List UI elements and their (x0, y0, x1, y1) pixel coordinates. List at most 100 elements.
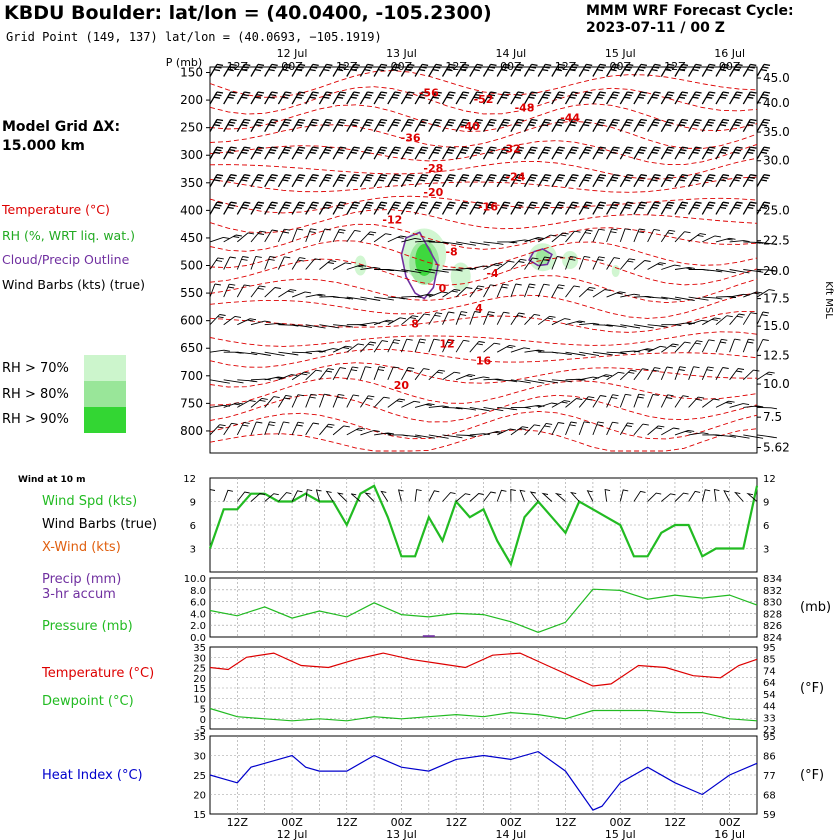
wind-barb-286 (756, 241, 777, 246)
legend-pressure: Pressure (mb) (42, 619, 133, 634)
wind-barb-67 (564, 91, 579, 105)
wind-barb-495 (250, 397, 268, 408)
wind-barb-167 (250, 174, 265, 188)
wind-barb-421 (360, 341, 377, 353)
wind-barb-545 (374, 432, 394, 436)
wind-barb-72 (633, 91, 648, 105)
wind-barb-279 (660, 229, 676, 243)
isotherm-line-10 (209, 240, 758, 269)
wind-barb-91 (332, 118, 347, 133)
wind-barb-317 (619, 258, 636, 270)
wind-barb-215 (346, 201, 360, 215)
wind-barb-391 (510, 312, 525, 325)
top-date-label-0: 12 Jul (277, 47, 308, 60)
wind-barb-535 (236, 421, 250, 436)
wind-barb-196 (647, 174, 661, 188)
wind-left-tick-2: 9 (190, 498, 196, 509)
wind10-barb-114 (723, 490, 731, 502)
wind-barb-203 (742, 174, 757, 188)
wind-barb-398 (606, 324, 627, 328)
wind-barb-179 (414, 174, 429, 188)
wind-barb-264 (456, 241, 476, 246)
wind-barb-125 (236, 146, 251, 160)
wind-barb-312 (551, 256, 564, 270)
wind-barb-226 (496, 201, 511, 215)
wind-barb-474 (524, 379, 545, 384)
rh-shading-8 (611, 265, 620, 278)
wind-barb-560 (578, 421, 591, 436)
wind-barb-94 (373, 118, 388, 133)
wind-barb-423 (387, 339, 401, 353)
wind-barb-356 (592, 289, 611, 298)
wind-barb-572 (743, 434, 764, 439)
wind-barb-267 (497, 241, 518, 244)
wind-barb-205 (209, 201, 224, 215)
wind-barb-507 (414, 403, 435, 408)
wind-barb-358 (620, 293, 641, 298)
wind-barb-124 (223, 146, 237, 160)
wind-barb-85 (250, 118, 265, 133)
pressure-tick-label-12: 750 (180, 396, 203, 410)
temp-left-tick-1: 0 (200, 715, 206, 726)
wind-barb-122 (756, 118, 771, 133)
wind10-barb-93 (633, 490, 646, 502)
wind-barb-504 (373, 396, 390, 408)
wind-barb-485 (674, 366, 686, 380)
top-time-tick-label-5: 00Z (500, 60, 522, 73)
wind-barb-571 (729, 434, 750, 439)
wind-barb-404 (688, 319, 708, 326)
wind-barb-24 (537, 63, 552, 77)
wind-barb-387 (455, 311, 468, 325)
isotherm-line-7 (209, 195, 758, 214)
wind-speed-line (208, 484, 759, 567)
wind-barb-405 (702, 317, 721, 326)
isotherm-line-5 (209, 157, 758, 180)
wind-barb-496 (264, 396, 280, 408)
wind-barb-151 (592, 146, 607, 160)
wind-barb-324 (715, 269, 736, 274)
wind10-barb-72 (529, 491, 539, 502)
wind-barb-54 (387, 91, 401, 105)
wind-barb-521 (606, 394, 619, 408)
temp-left-tick-0: -5 (196, 725, 206, 736)
wind-barb-415 (278, 351, 299, 356)
isotherm-label-7: -28 (423, 162, 443, 175)
wind-barb-58 (441, 91, 456, 105)
wind-barb-29 (606, 63, 620, 77)
wind-barb-461 (346, 366, 359, 380)
wind-barb-223 (455, 201, 470, 215)
wind10-barb-84 (586, 490, 594, 502)
wind10-barb-54 (455, 493, 471, 502)
wind-barb-49 (318, 91, 333, 105)
wind-barb-110 (592, 118, 607, 133)
wind-barb-168 (264, 174, 278, 188)
wind-barb-1 (223, 63, 237, 77)
wind-barb-175 (359, 174, 374, 188)
wind-barb-469 (455, 374, 476, 381)
wind-barb-133 (346, 146, 360, 160)
wind-barb-120 (729, 118, 743, 133)
wind-barb-46 (277, 91, 292, 105)
wind-barb-381 (373, 319, 394, 326)
wind-barb-192 (592, 174, 607, 188)
wind-barb-386 (442, 311, 455, 325)
wind-barb-169 (277, 174, 292, 188)
isotherm-line-19 (209, 394, 758, 423)
wind-barb-494 (237, 400, 256, 408)
wind-barb-164 (209, 174, 224, 188)
heat-left-tick-4: 35 (193, 732, 206, 743)
wind-barb-77 (701, 91, 716, 105)
wind-barb-292 (277, 256, 291, 270)
wind-barb-225 (482, 201, 497, 215)
temp-left-tick-7: 30 (193, 653, 206, 664)
wind-barb-541 (319, 423, 335, 436)
wind-right-tick-2: 9 (763, 498, 769, 509)
legend-rh90-label: RH > 90% (2, 412, 69, 427)
heat-right-tick-2: 77 (763, 771, 776, 782)
wind-barb-13 (387, 63, 401, 77)
height-tick-label-10: 10.0 (763, 377, 790, 391)
heat-left-tick-1: 20 (193, 791, 206, 802)
wind-barb-348 (483, 284, 497, 298)
wind-barb-570 (715, 434, 736, 438)
forecast-cycle: MMM WRF Forecast Cycle: 2023-07-11 / 00 … (586, 3, 794, 37)
